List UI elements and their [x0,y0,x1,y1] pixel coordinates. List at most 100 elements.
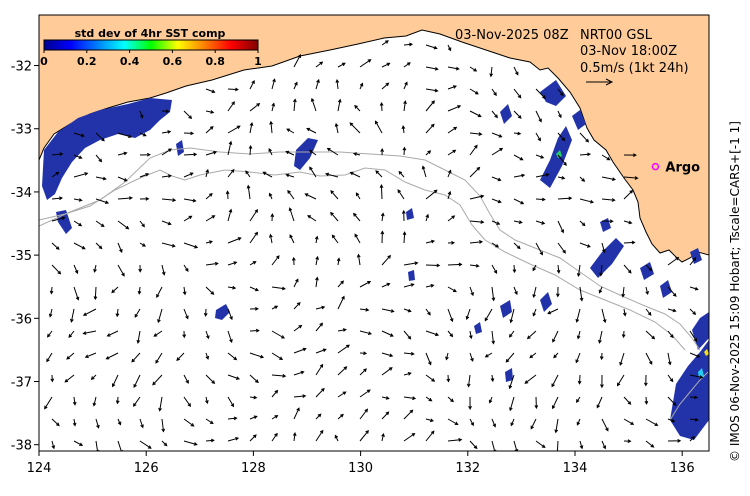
current-vector [227,396,235,408]
current-vector [337,62,346,68]
current-vector [315,61,324,68]
current-vector [227,330,233,344]
current-vector [73,132,85,138]
current-vector [557,154,567,166]
x-tick-label: 128 [241,461,266,476]
current-vector [131,352,141,363]
current-vector [535,132,541,142]
current-vector [227,285,237,290]
current-vector [293,347,307,354]
current-vector [403,42,414,47]
current-vector [315,78,320,90]
current-vector [356,253,361,266]
current-vector [182,286,187,296]
current-vector [139,440,152,449]
current-vector [227,87,239,92]
current-vector [579,132,589,143]
current-vector [359,82,364,90]
current-vector [557,88,564,97]
current-vector [293,81,298,90]
current-vector [182,330,187,339]
current-vector [484,352,493,358]
current-vector [183,110,193,120]
current-vector [183,131,195,136]
current-vector [689,417,699,422]
current-vector [599,264,603,277]
colorbar: std dev of 4hr SST comp 0 0.2 0.4 0.6 0.8 1 [40,27,262,68]
colorbar-tick-label: 0 [40,55,48,68]
current-vector [291,256,296,266]
current-vector [183,172,194,178]
current-vector [425,150,432,156]
x-axis: 124 126 128 130 132 134 136 [27,451,695,476]
current-vector [249,434,257,442]
current-vector [445,352,449,361]
current-vector [66,352,75,360]
current-vector [397,189,405,200]
current-vector [248,144,253,156]
current-vector [425,330,440,337]
current-vector [293,407,300,420]
current-vector [468,396,472,410]
current-vector [469,110,482,118]
current-vector [155,352,163,364]
current-vector [249,209,258,222]
current-vector [381,62,391,68]
current-vector [447,169,452,178]
current-vector [667,286,677,297]
current-vector [183,242,199,249]
current-vector [271,432,278,442]
current-vector [337,413,344,420]
current-vector [447,330,454,338]
current-vector [645,308,652,316]
current-vector [93,264,97,273]
current-vector [95,242,103,250]
current-vector [623,189,634,200]
current-vector [227,308,233,321]
current-vector [535,220,546,225]
current-vector [403,62,411,68]
current-vector [315,322,324,332]
current-vector [425,213,429,222]
current-vector [622,308,627,317]
sst-patch-20 [408,270,415,281]
current-vector [293,301,301,310]
current-vector [271,102,276,112]
current-vector [117,176,128,182]
current-vector [598,286,603,294]
current-vector [315,413,322,420]
current-vector [161,174,172,178]
current-vector [336,257,341,266]
current-vector [227,237,242,244]
current-vector [447,66,460,71]
current-vector [73,242,86,250]
current-vector [73,198,83,202]
current-vector [353,212,361,222]
current-vector [491,418,496,428]
current-vector [667,438,682,443]
current-vector [381,352,394,358]
colorbar-tick-label: 0.4 [120,55,140,68]
current-vector [689,374,704,379]
current-vector [403,396,417,401]
current-vector [535,197,546,202]
current-vector [513,198,525,205]
current-vector [557,110,562,119]
current-vector [51,264,62,275]
sst-patch-11 [572,110,586,130]
current-vector [689,435,696,442]
current-vector [359,281,372,288]
current-vector [381,282,391,288]
current-vector [51,196,64,201]
current-vector [446,374,451,383]
sst-patch-6 [590,238,624,278]
current-vector [526,330,537,340]
current-vector [161,264,166,276]
current-vector [402,231,407,244]
current-vector [308,149,317,156]
current-vector [576,396,581,403]
sst-patch-13 [540,292,552,312]
current-vector [447,105,462,112]
current-vector [689,395,699,400]
current-vector [600,374,604,389]
